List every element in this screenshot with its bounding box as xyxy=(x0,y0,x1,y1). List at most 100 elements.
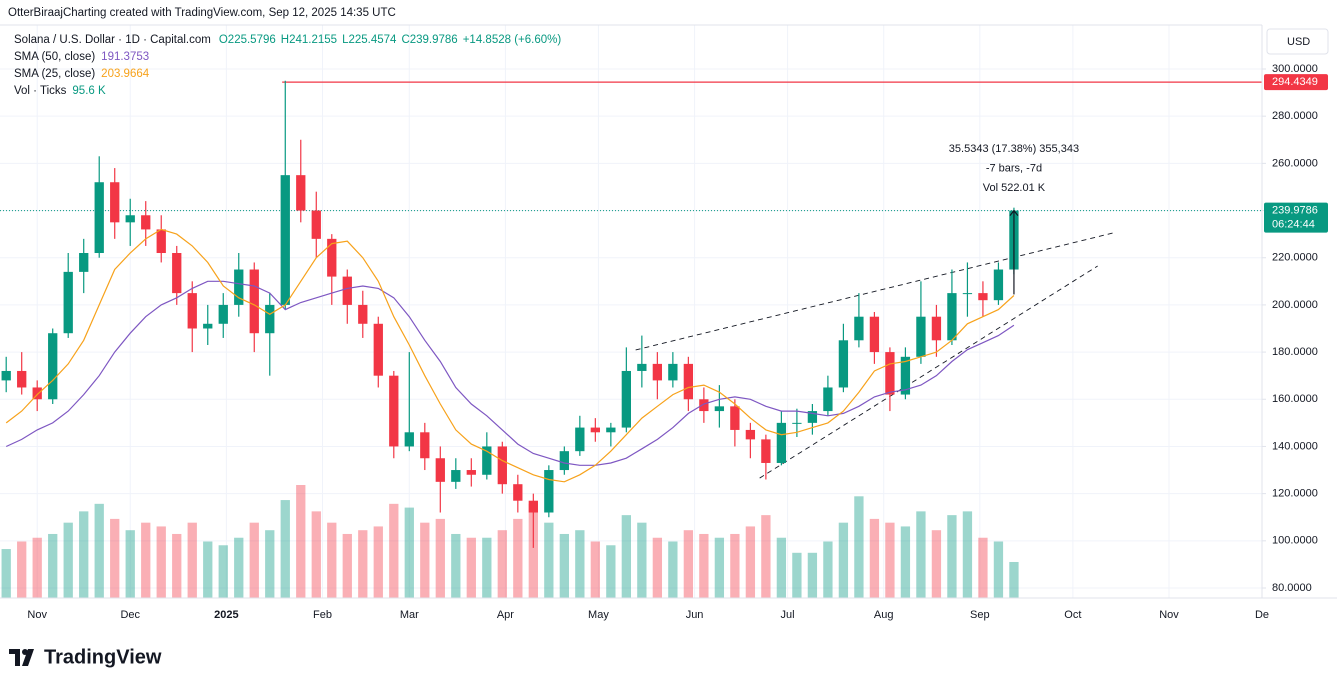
volume-bar xyxy=(172,533,182,598)
y-tick-label: 280.0000 xyxy=(1272,110,1318,122)
volume-bar xyxy=(218,545,228,598)
x-tick-label: May xyxy=(588,609,609,621)
candle-body xyxy=(869,316,880,353)
volume-bar xyxy=(141,522,151,598)
candle-body xyxy=(482,446,492,475)
candle-body xyxy=(497,446,507,485)
x-tick-label: Dec xyxy=(120,609,140,621)
volume-bar xyxy=(730,533,740,598)
candle-body xyxy=(110,182,120,223)
ohlc-value: L225.4574 xyxy=(342,34,397,46)
candle-body xyxy=(125,215,135,223)
last-price-countdown: 06:24:44 xyxy=(1272,218,1315,230)
currency[interactable]: USD xyxy=(1287,36,1310,48)
candle-body xyxy=(575,427,585,452)
volume-bar xyxy=(962,511,973,598)
logo-dot xyxy=(22,649,28,655)
candle-body xyxy=(1,370,11,381)
y-tick-label: 100.0000 xyxy=(1272,535,1318,547)
x-tick-label: Aug xyxy=(874,609,894,621)
candle-body xyxy=(900,356,911,395)
legend: Solana / U.S. Dollar · 1D · Capital.com O… xyxy=(14,34,561,97)
x-tick-label: Sep xyxy=(970,609,990,621)
y-tick-label: 80.0000 xyxy=(1272,582,1312,594)
candle-body xyxy=(544,470,554,513)
volume-bar xyxy=(668,541,678,598)
x-tick-label: Feb xyxy=(313,609,332,621)
candle-body xyxy=(993,269,1004,301)
candle-body xyxy=(156,229,166,254)
volume-bar xyxy=(900,526,911,598)
candle-body xyxy=(17,370,27,388)
candle-body xyxy=(606,427,616,433)
candle-body xyxy=(699,399,709,412)
candle-body xyxy=(48,333,58,400)
candle-body xyxy=(838,340,849,388)
volume-bar xyxy=(296,485,306,598)
brand-logo: TradingView xyxy=(9,646,162,668)
volume-bar xyxy=(761,515,771,598)
volume-bar xyxy=(265,530,275,598)
volume-bar xyxy=(838,522,849,598)
volume-bar xyxy=(931,530,942,598)
candle-body xyxy=(854,316,864,341)
candle-body xyxy=(94,182,104,254)
volume-bar xyxy=(544,522,554,598)
volume-bar xyxy=(1009,561,1019,598)
logo-mark xyxy=(9,649,34,666)
volume-bar xyxy=(528,503,538,598)
candle-body xyxy=(280,175,290,305)
candle-body xyxy=(652,363,663,381)
candle-body xyxy=(792,422,802,424)
volume-bar xyxy=(358,530,368,598)
legend-title: Solana / U.S. Dollar · 1D · Capital.com O… xyxy=(14,34,561,46)
volume-bar xyxy=(683,530,694,598)
legend-value: 203.9664 xyxy=(101,68,150,80)
candle-body xyxy=(342,276,352,305)
volume-bar xyxy=(513,518,523,598)
volume-bar xyxy=(869,518,880,598)
x-tick-label: Nov xyxy=(1159,609,1179,621)
legend-name: SMA (25, close) xyxy=(14,68,95,80)
volume-bar xyxy=(699,533,709,598)
volume-bar xyxy=(342,533,352,598)
volume-bar xyxy=(916,511,926,598)
candle-body xyxy=(79,253,89,272)
volume-bar xyxy=(17,541,27,598)
candle-body xyxy=(978,293,988,301)
volume-bar xyxy=(1,549,11,598)
trendline xyxy=(759,265,1098,479)
volume-bar xyxy=(714,537,725,598)
x-tick-label: Nov xyxy=(27,609,47,621)
volume-bar xyxy=(559,533,569,598)
volume-bar xyxy=(854,496,864,598)
volume-bar xyxy=(776,537,787,598)
y-tick-label: 200.0000 xyxy=(1272,299,1318,311)
measure-label: 35.5343 (17.38%) 355,343 xyxy=(949,143,1079,155)
volume-bar xyxy=(234,537,244,598)
candle-body xyxy=(528,500,538,513)
candle-body xyxy=(885,352,895,395)
legend-name: Vol · Ticks xyxy=(14,85,67,97)
volume-bar xyxy=(187,522,197,598)
x-tick-label: Apr xyxy=(497,609,514,621)
candle-body xyxy=(296,175,306,211)
volume-bar xyxy=(249,522,259,598)
y-tick-label: 260.0000 xyxy=(1272,157,1318,169)
candle-body xyxy=(265,304,275,334)
x-tick-label: Oct xyxy=(1064,609,1081,621)
hline-price-label: 294.4349 xyxy=(1272,76,1318,88)
sma-line xyxy=(5,228,1015,483)
brand: TradingView xyxy=(44,646,162,668)
plot: 35.5343 (17.38%) 355,343 -7 bars, -7d Vol … xyxy=(0,80,1262,548)
y-tick-label: 120.0000 xyxy=(1272,488,1318,500)
watermark: OtterBiraajCharting created with Trading… xyxy=(8,7,396,19)
candle-body xyxy=(513,484,523,501)
volume-bar xyxy=(792,552,802,598)
hline-price-badge xyxy=(1264,74,1328,91)
volume-bar xyxy=(978,537,988,598)
currency-box[interactable] xyxy=(1266,28,1329,55)
legend-name: SMA (50, close) xyxy=(14,51,95,63)
axes: 80.0000 100.0000 120.0000 140.0000 160.0000 1… xyxy=(27,63,1328,621)
